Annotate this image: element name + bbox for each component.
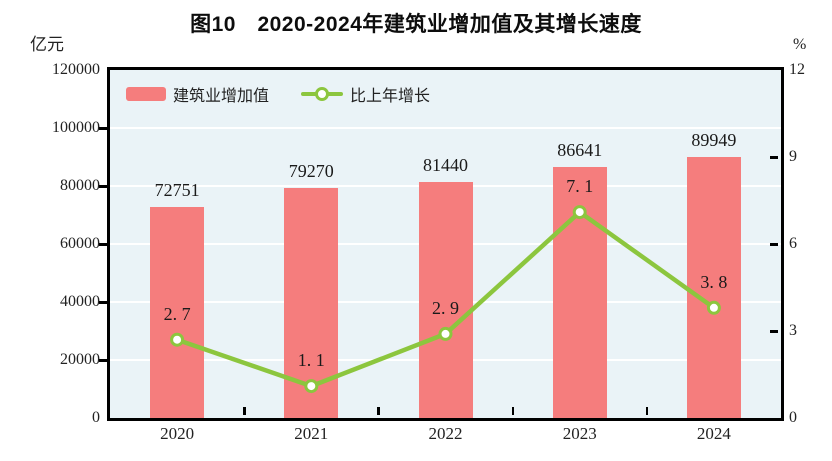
grid-line [110,127,781,129]
x-axis-label: 2020 [160,424,195,443]
line-point-label: 7. 1 [566,176,594,197]
bar [150,207,205,418]
left-axis-tick-label: 100000 [52,119,100,136]
bar-legend-swatch-icon [126,87,166,101]
x-axis-label: 2022 [428,424,463,443]
bar-value-label: 72751 [154,180,200,201]
left-axis-tick-label: 80000 [60,177,100,194]
legend-item-bar: 建筑业增加值 [126,82,269,106]
line-marker-icon [304,379,319,394]
right-axis-tick [770,243,778,246]
left-axis-tick [99,127,107,130]
right-axis-tick [770,330,778,333]
right-axis-tick-label: 6 [789,235,797,252]
line-marker-icon [572,205,587,220]
x-axis-label: 2024 [696,424,731,443]
bar-value-label: 79270 [288,161,334,182]
line-point-label: 3. 8 [700,271,728,292]
plot-area: 72751 79270 81440 86641 89949 2. 7 1. 1 2. 9 7. … [110,70,781,418]
left-axis-tick [99,301,107,304]
data-labels-layer: 72751 79270 81440 86641 89949 2. 7 1. 1 2. 9 7. … [110,70,781,418]
x-axis-tick [645,407,649,415]
right-axis-tick-label: 12 [789,61,805,78]
right-axis-tick-label: 3 [789,322,797,339]
left-axis-tick-label: 120000 [52,61,100,78]
bar [686,157,741,418]
right-axis-tick [770,156,778,159]
line-marker-icon [438,326,453,341]
right-axis-tick-label: 9 [789,148,797,165]
left-axis-unit: 亿元 [30,35,64,54]
bar-value-label: 81440 [423,154,468,175]
x-axis-label: 2021 [294,424,329,443]
left-axis-tick [99,243,107,246]
left-axis-tick [99,185,107,188]
x-axis-tick [243,407,246,415]
legend-bar-label: 建筑业增加值 [173,88,270,105]
right-axis-unit: % [793,36,807,53]
x-axis-tick [511,407,515,415]
right-axis-tick-label: 0 [789,409,797,426]
left-axis-tick-label: 20000 [60,351,100,368]
left-axis-tick-label: 0 [92,409,100,426]
line-marker-icon [706,300,721,315]
left-axis-tick-label: 60000 [60,235,100,252]
x-axis-label: 2023 [562,424,597,443]
bar [418,181,473,418]
legend: 建筑业增加值 比上年增长 [126,82,430,106]
left-axis-tick [99,359,107,362]
left-axis-tick-label: 40000 [60,293,100,310]
line-point-label: 2. 7 [163,303,191,324]
legend-item-line: 比上年增长 [301,82,430,106]
legend-line-label: 比上年增长 [350,88,431,105]
line-marker-icon [170,332,185,347]
line-point-label: 2. 9 [432,297,459,318]
chart-title: 图10 2020-2024年建筑业增加值及其增长速度 [190,13,642,36]
line-legend-marker-icon [301,87,344,101]
line-layer [170,205,721,394]
bar-value-label: 89949 [691,130,737,151]
x-axis-tick [377,407,380,415]
bar-value-label: 86641 [557,139,603,160]
line-point-label: 1. 1 [297,350,325,371]
